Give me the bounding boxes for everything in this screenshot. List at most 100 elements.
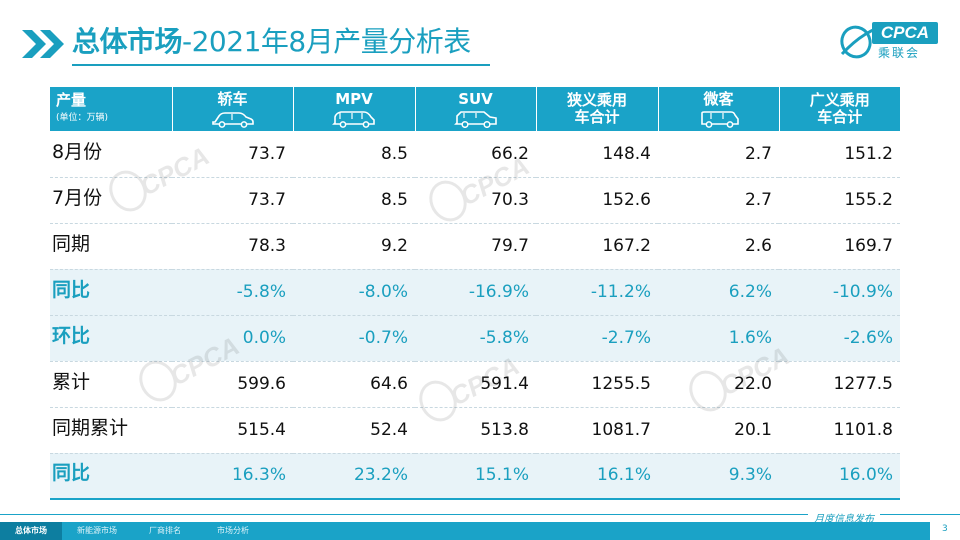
table-row-cumulative: 累计 599.6 64.6 591.4 1255.5 22.0 1277.5: [50, 361, 900, 408]
table-cell: 8.5: [293, 177, 415, 224]
table-row-same-period: 同期 78.3 9.2 79.7 167.2 2.6 169.7: [50, 223, 900, 270]
footer-nav: [0, 522, 960, 540]
table-cell: -8.0%: [293, 269, 415, 316]
table-cell: 2.7: [658, 131, 779, 178]
table-cell: 599.6: [172, 361, 293, 408]
column-header-suv: SUV: [415, 87, 537, 131]
table-cell: 1101.8: [779, 407, 900, 454]
column-header-broad-total: 广义乘用车合计: [779, 87, 900, 131]
corner-unit: (单位：万辆): [56, 112, 109, 123]
table-row-same-period-cumulative: 同期累计 515.4 52.4 513.8 1081.7 20.1 1101.8: [50, 407, 900, 454]
footer-divider: [0, 514, 960, 515]
table-cell: 70.3: [415, 177, 536, 224]
table-cell: 52.4: [293, 407, 415, 454]
table-cell: 148.4: [536, 131, 658, 178]
table-cell: 167.2: [536, 223, 658, 270]
table-cell: 152.6: [536, 177, 658, 224]
table-cell: -0.7%: [293, 315, 415, 362]
row-label: 同期累计: [50, 407, 172, 454]
page-title-bold: 总体市场: [72, 25, 183, 58]
table-cell: 151.2: [779, 131, 900, 178]
column-label: 狭义乘用车合计: [566, 91, 627, 126]
table-cell: 78.3: [172, 223, 293, 270]
table-cell: 15.1%: [415, 453, 536, 500]
table-row-jul: 7月份 73.7 8.5 70.3 152.6 2.7 155.2: [50, 177, 900, 224]
column-label: 广义乘用车合计: [809, 91, 870, 126]
footer-tab-nev[interactable]: 新能源市场: [77, 526, 117, 535]
table-cell: 79.7: [415, 223, 536, 270]
footer-tab-analysis[interactable]: 市场分析: [217, 526, 249, 535]
table-cell: 1255.5: [536, 361, 658, 408]
table-cell: 2.6: [658, 223, 779, 270]
column-header-mpv: MPV: [293, 87, 416, 131]
column-label: MPV: [335, 89, 373, 108]
row-label: 同比: [50, 269, 172, 316]
table-cell: 9.3%: [658, 453, 779, 500]
column-header-sedan: 轿车: [172, 87, 294, 131]
table-header-row: 产量 (单位：万辆) 轿车 MPV: [50, 87, 900, 131]
table-cell: 591.4: [415, 361, 536, 408]
table-cell: -11.2%: [536, 269, 658, 316]
mpv-icon: [332, 110, 375, 128]
table-cell: -5.8%: [172, 269, 293, 316]
table-cell: 155.2: [779, 177, 900, 224]
table-cell: 0.0%: [172, 315, 293, 362]
chevron-right-icon: [22, 30, 64, 58]
table-cell: 16.1%: [536, 453, 658, 500]
table-cell: 2.7: [658, 177, 779, 224]
footer-tab-overall[interactable]: 总体市场: [0, 522, 62, 540]
footer-tab-ranking[interactable]: 厂商排名: [149, 526, 181, 535]
minivan-icon: [700, 110, 739, 128]
column-header-narrow-total: 狭义乘用车合计: [536, 87, 659, 131]
table-cell: 1081.7: [536, 407, 658, 454]
row-label: 同比: [50, 453, 172, 500]
column-label: 微客: [703, 89, 734, 108]
table-cell: 8.5: [293, 131, 415, 178]
page-number: 3: [942, 524, 948, 534]
table-cell: 9.2: [293, 223, 415, 270]
table-cell: 73.7: [172, 131, 293, 178]
page-title: 总体市场-2021年8月产量分析表: [72, 22, 471, 62]
table-cell: 20.1: [658, 407, 779, 454]
sedan-icon: [211, 111, 254, 128]
table-cell: -10.9%: [779, 269, 900, 316]
table-row-cumulative-yoy: 同比 16.3% 23.2% 15.1% 16.1% 9.3% 16.0%: [50, 453, 900, 500]
suv-icon: [453, 110, 497, 128]
table-cell: 16.0%: [779, 453, 900, 500]
row-label: 环比: [50, 315, 172, 362]
table-cell: 73.7: [172, 177, 293, 224]
table-cell: -16.9%: [415, 269, 536, 316]
table-cell: 169.7: [779, 223, 900, 270]
table-cell: 515.4: [172, 407, 293, 454]
row-label: 8月份: [50, 131, 172, 178]
table-cell: -2.7%: [536, 315, 658, 362]
row-label: 7月份: [50, 177, 172, 224]
table-row-yoy: 同比 -5.8% -8.0% -16.9% -11.2% 6.2% -10.9%: [50, 269, 900, 316]
table-row-mom: 环比 0.0% -0.7% -5.8% -2.7% 1.6% -2.6%: [50, 315, 900, 362]
table-cell: 66.2: [415, 131, 536, 178]
table-cell: -5.8%: [415, 315, 536, 362]
page-title-rest: -2021年8月产量分析表: [182, 25, 471, 58]
table-corner-header: 产量 (单位：万辆): [50, 87, 173, 131]
column-label: 轿车: [217, 89, 248, 108]
table-cell: 22.0: [658, 361, 779, 408]
table-row-aug: 8月份 73.7 8.5 66.2 148.4 2.7 151.2: [50, 131, 900, 178]
table-cell: 1.6%: [658, 315, 779, 362]
title-underline: [72, 64, 490, 66]
table-cell: 6.2%: [658, 269, 779, 316]
table-cell: 513.8: [415, 407, 536, 454]
column-header-minivan: 微客: [658, 87, 780, 131]
table-cell: 23.2%: [293, 453, 415, 500]
row-label: 同期: [50, 223, 172, 270]
table-cell: -2.6%: [779, 315, 900, 362]
production-table: 产量 (单位：万辆) 轿车 MPV: [50, 87, 900, 500]
footer-cover: [930, 522, 960, 540]
corner-title: 产量: [56, 90, 87, 109]
table-cell: 16.3%: [172, 453, 293, 500]
logo-text: CPCA: [872, 22, 938, 44]
row-label: 累计: [50, 361, 172, 408]
column-label: SUV: [458, 89, 493, 108]
logo-cn: 乘联会: [878, 46, 921, 60]
table-cell: 64.6: [293, 361, 415, 408]
table-cell: 1277.5: [779, 361, 900, 408]
